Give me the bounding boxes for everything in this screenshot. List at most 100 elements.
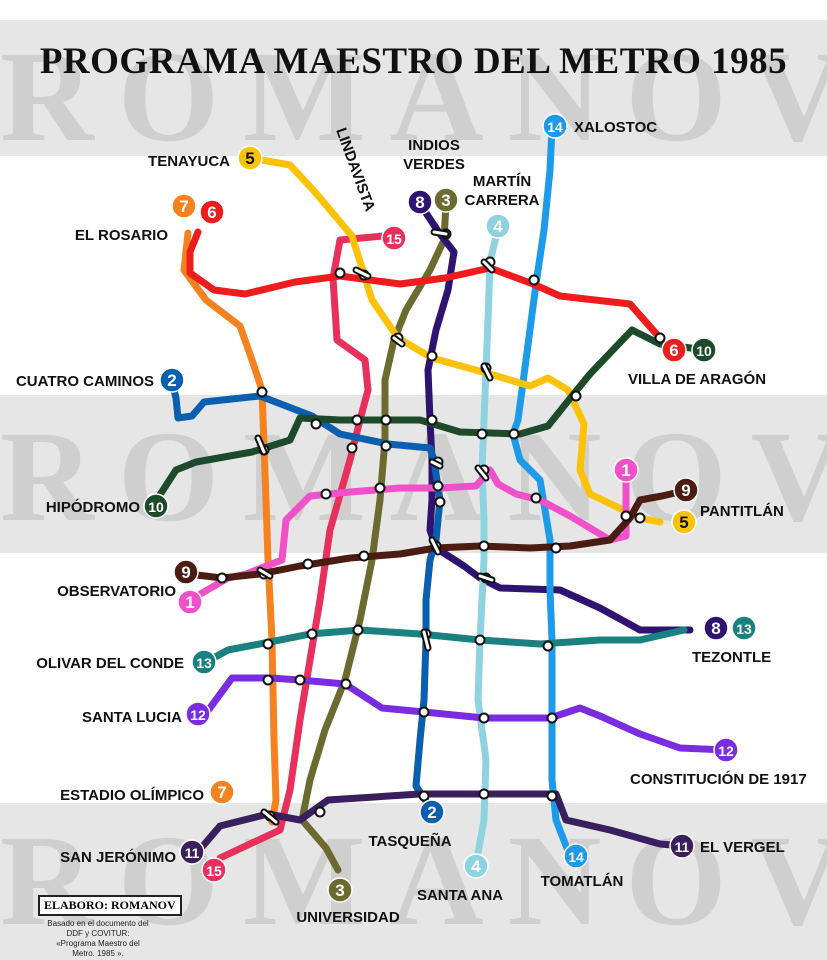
watermark-band-top bbox=[0, 20, 827, 156]
line-badge-13: 13 bbox=[191, 649, 217, 675]
terminal-label-line: MARTÍN bbox=[473, 173, 531, 190]
terminal-label: EL VERGEL bbox=[700, 839, 785, 856]
transfer-connector-fill bbox=[482, 260, 494, 272]
route-line-14 bbox=[509, 124, 574, 860]
transfer-station bbox=[478, 788, 490, 800]
transfer-station bbox=[352, 624, 364, 636]
terminal-label: VILLA DE ARAGÓN bbox=[628, 370, 766, 388]
line-badge-1: 1 bbox=[613, 457, 639, 483]
transfer-station bbox=[320, 488, 332, 500]
line-badge-circle bbox=[669, 833, 695, 859]
transfer-connector-fill bbox=[478, 574, 494, 582]
line-badge-circle bbox=[713, 737, 739, 763]
route-line-7 bbox=[180, 229, 280, 826]
transfer-station bbox=[334, 267, 346, 279]
line-badge-7: 7 bbox=[209, 779, 235, 805]
transfer-station bbox=[620, 510, 632, 522]
transfer-station bbox=[262, 638, 274, 650]
transfer-station bbox=[314, 806, 326, 818]
line-badge-number: 4 bbox=[493, 217, 503, 236]
line-badge-number: 4 bbox=[471, 857, 481, 876]
transfer-stations bbox=[216, 228, 666, 826]
line-badge-circle bbox=[177, 589, 203, 615]
line-badge-11: 11 bbox=[669, 833, 695, 859]
route-line-1 bbox=[186, 466, 630, 604]
line-badge-circle bbox=[613, 457, 639, 483]
terminal-label: XALOSTOC bbox=[574, 119, 657, 136]
credit-note: Basado en el documento del DDF y COVITUR… bbox=[47, 919, 149, 958]
line-badge-circle bbox=[731, 615, 757, 641]
terminal-label: OLIVAR DEL CONDE bbox=[36, 655, 184, 672]
line-badge-9: 9 bbox=[673, 477, 699, 503]
route-line-12 bbox=[200, 674, 730, 754]
line-badge-15: 15 bbox=[201, 857, 227, 883]
line-badge-4: 4 bbox=[485, 213, 511, 239]
line-badge-circle bbox=[171, 193, 197, 219]
terminal-label: OBSERVATORIO bbox=[57, 583, 176, 600]
line-badge-number: 5 bbox=[245, 149, 254, 168]
line-badge-4: 4 bbox=[463, 853, 489, 879]
line-badge-circle bbox=[199, 199, 225, 225]
transfer-station bbox=[508, 428, 520, 440]
transfer-station bbox=[570, 390, 582, 402]
line-badge-number: 6 bbox=[207, 203, 216, 222]
line-badge-8: 8 bbox=[703, 615, 729, 641]
line-badge-circle bbox=[209, 779, 235, 805]
transfer-station bbox=[530, 492, 542, 504]
line-badge-10: 10 bbox=[143, 493, 169, 519]
line-badge-8: 8 bbox=[407, 189, 433, 215]
line-badge-14: 14 bbox=[542, 113, 568, 139]
terminal-label: SANTA ANA bbox=[417, 887, 503, 904]
transfer-station bbox=[340, 678, 352, 690]
route-lines bbox=[150, 124, 730, 874]
line-badge-3: 3 bbox=[327, 877, 353, 903]
terminal-label: LINDAVISTA bbox=[332, 126, 378, 214]
line-badge-number: 13 bbox=[196, 655, 212, 671]
transfer-connector-fill bbox=[432, 230, 448, 236]
transfer-station bbox=[310, 418, 322, 430]
terminal-label-line: CARRERA bbox=[465, 192, 540, 209]
transfer-station bbox=[654, 332, 666, 344]
line-badge-circle bbox=[485, 213, 511, 239]
line-badge-circle bbox=[563, 843, 589, 869]
transfer-connector-fill bbox=[476, 466, 488, 480]
transfer-station bbox=[426, 350, 438, 362]
transfer-station bbox=[306, 628, 318, 640]
line-badge-circle bbox=[703, 615, 729, 641]
line-badge-number: 15 bbox=[206, 863, 222, 879]
transfer-station bbox=[434, 496, 446, 508]
line-badge-number: 3 bbox=[335, 881, 344, 900]
transfer-connector-fill bbox=[354, 268, 370, 278]
line-badge-12: 12 bbox=[713, 737, 739, 763]
route-line-10 bbox=[150, 326, 710, 508]
line-badge-10: 10 bbox=[691, 337, 717, 363]
transfer-station bbox=[302, 558, 314, 570]
terminal-label: UNIVERSIDAD bbox=[296, 909, 400, 926]
line-badge-circle bbox=[185, 701, 211, 727]
line-badge-number: 3 bbox=[441, 191, 450, 210]
route-line-4 bbox=[472, 224, 502, 868]
route-line-11 bbox=[192, 790, 688, 858]
line-badge-14: 14 bbox=[563, 843, 589, 869]
line-badge-number: 2 bbox=[427, 803, 436, 822]
line-badge-number: 8 bbox=[711, 619, 720, 638]
line-badge-3: 3 bbox=[433, 187, 459, 213]
transfer-station bbox=[346, 442, 358, 454]
transfer-station bbox=[294, 674, 306, 686]
line-badge-7: 7 bbox=[171, 193, 197, 219]
transfer-station bbox=[550, 542, 562, 554]
line-badge-circle bbox=[381, 225, 407, 251]
line-badge-2: 2 bbox=[419, 799, 445, 825]
terminal-label: ESTADIO OLÍMPICO bbox=[60, 787, 204, 804]
line-badge-circle bbox=[419, 799, 445, 825]
line-badge-11: 11 bbox=[179, 839, 205, 865]
terminal-label: TOMATLÁN bbox=[541, 873, 624, 890]
transfer-connector-fill bbox=[430, 538, 440, 554]
line-badge-number: 15 bbox=[386, 231, 402, 247]
line-badge-circle bbox=[327, 877, 353, 903]
line-badge-number: 9 bbox=[681, 481, 690, 500]
watermark-text-top: ROMANOV bbox=[0, 25, 827, 169]
line-badge-6: 6 bbox=[199, 199, 225, 225]
line-badge-number: 14 bbox=[547, 119, 563, 135]
